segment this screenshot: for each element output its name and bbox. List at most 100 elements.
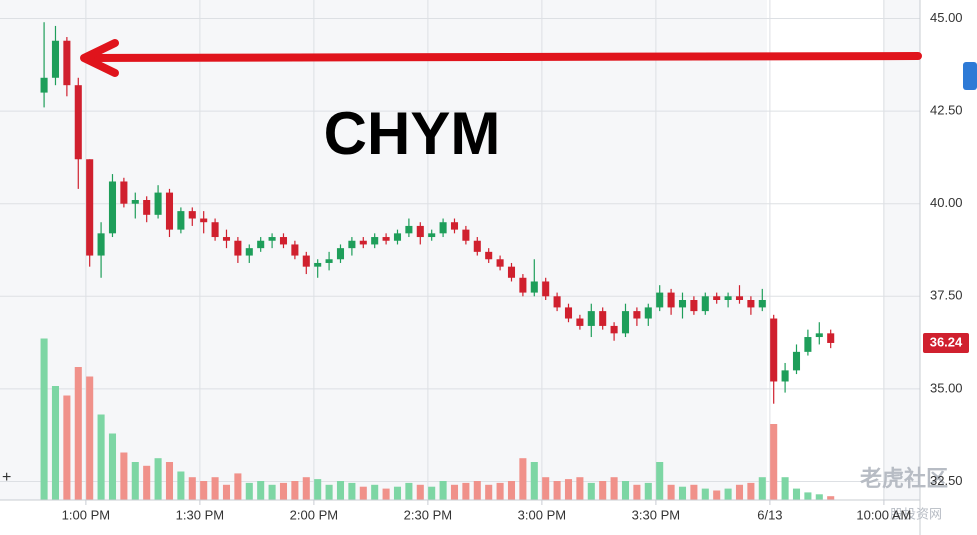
volume-bar [177, 471, 185, 500]
volume-bar [587, 482, 595, 500]
y-tick-label: 37.50 [930, 288, 963, 303]
candle-body [792, 351, 801, 371]
volume-bar [701, 488, 709, 500]
volume-bar [405, 482, 413, 500]
volume-bar [428, 486, 436, 500]
candle-body [724, 296, 732, 300]
volume-bar [770, 424, 778, 500]
volume-bar [336, 481, 345, 500]
candle-body [439, 222, 447, 234]
x-tick-label: 2:00 PM [290, 507, 338, 522]
volume-bar [553, 481, 561, 500]
volume-bar [268, 484, 276, 500]
candle-body [348, 240, 356, 249]
candle-body [314, 262, 322, 267]
arrow-head [80, 39, 119, 77]
volume-bar [302, 477, 310, 500]
candle-body [519, 277, 527, 293]
volume-bar [621, 481, 630, 500]
candle-body [473, 240, 481, 252]
volume-bar [713, 490, 721, 500]
candle-body [97, 233, 105, 256]
volume-bar [747, 482, 755, 500]
candle-body [154, 192, 162, 215]
candle-body [245, 248, 253, 256]
candle-body [496, 259, 504, 267]
candle-body [279, 237, 288, 245]
candle-body [644, 307, 652, 319]
candle-body [770, 318, 778, 382]
volume-bar [359, 486, 367, 500]
volume-bar [758, 477, 766, 500]
candle-body [302, 255, 310, 267]
candle-body [416, 225, 424, 238]
candle-body [291, 244, 299, 256]
last-price-box [923, 332, 969, 353]
arrow [86, 52, 922, 62]
candle-body [143, 200, 151, 215]
volume-bar [86, 376, 94, 500]
candle-body [485, 251, 493, 260]
volume-bar [325, 484, 333, 500]
candle-body [177, 211, 185, 230]
volume-bar [348, 482, 356, 500]
candle-body [211, 222, 219, 238]
candle-body [747, 300, 755, 308]
volume-bar [804, 492, 812, 500]
candle-body [713, 296, 721, 300]
volume-bar [108, 433, 117, 500]
candle-body [86, 159, 94, 256]
volume-bar [530, 462, 538, 500]
volume-bar [724, 488, 732, 500]
candle-body [63, 40, 71, 86]
session-background [767, 0, 883, 500]
volume-bar [234, 473, 242, 500]
volume-bar [222, 484, 231, 500]
candle-body [268, 237, 276, 241]
x-tick-label: 3:00 PM [518, 507, 566, 522]
volume-bar [678, 486, 687, 500]
volume-bar [51, 386, 60, 500]
candle-body [393, 233, 402, 241]
candle-body [188, 211, 196, 219]
last-price-label: 36.24 [930, 334, 963, 349]
candle-body [542, 281, 550, 297]
x-tick-label: 1:30 PM [176, 507, 224, 522]
annotation: CHYM [324, 100, 501, 167]
volume-bar [815, 494, 823, 500]
candle-body [257, 240, 265, 249]
volume-bar [165, 462, 174, 500]
volume-bar [40, 338, 48, 500]
volume-bar [188, 477, 196, 500]
candle-body [108, 181, 117, 234]
candle-body [371, 237, 379, 245]
candle-body [690, 300, 698, 312]
volume-bar [97, 414, 105, 500]
x-tick-label: 6/13 [757, 507, 782, 522]
candle-body [758, 300, 766, 308]
watermark-brand: 老虎社区 [859, 466, 948, 491]
volume-bar [279, 482, 288, 500]
panel-toggle[interactable] [963, 62, 977, 90]
watermark-site: 股投资网 [890, 506, 942, 521]
candle-body [701, 296, 709, 312]
candle-body [621, 311, 630, 334]
volume-bar [644, 482, 652, 500]
candle-body [40, 77, 48, 93]
volume-bar [74, 367, 82, 500]
candle-body [165, 192, 174, 230]
volume-bar [735, 484, 744, 500]
candle-body [120, 181, 128, 204]
volume-bar [382, 488, 390, 500]
volume-bar [257, 481, 265, 500]
volume-bar [200, 481, 208, 500]
candle-body [131, 200, 139, 204]
volume-bar [143, 465, 151, 500]
candle-body [827, 333, 835, 343]
candle-body [587, 311, 595, 326]
candle-body [530, 281, 538, 293]
volume-bar [120, 452, 128, 500]
volume-bar [792, 488, 801, 500]
zoom-button[interactable]: + [2, 469, 11, 486]
